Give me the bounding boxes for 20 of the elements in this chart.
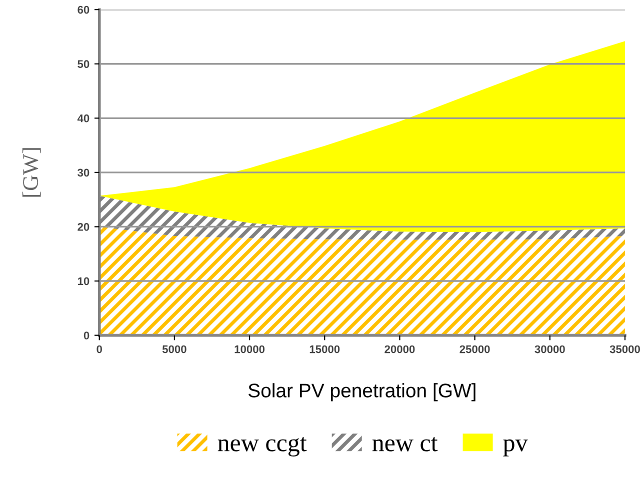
x-tick-label: 0 xyxy=(96,345,102,354)
x-tick-label: 10000 xyxy=(234,345,265,354)
y-tick-label: 10 xyxy=(78,277,90,286)
x-tick-label: 15000 xyxy=(310,345,340,354)
x-tick-label: 25000 xyxy=(460,345,490,354)
y-tick-label: 0 xyxy=(84,332,90,340)
y-tick-label: 30 xyxy=(78,168,90,177)
y-axis-title: [GW] xyxy=(22,148,41,197)
legend-label: pv xyxy=(503,439,528,456)
y-tick-label: 50 xyxy=(78,60,90,68)
x-tick-label: 5000 xyxy=(162,345,186,354)
x-axis-title: Solar PV penetration [GW] xyxy=(248,383,476,402)
legend-label: new ct xyxy=(372,437,438,452)
y-tick-label: 20 xyxy=(78,222,90,231)
x-tick-label: 30000 xyxy=(534,345,565,354)
x-tick-label: 20000 xyxy=(384,345,415,354)
y-tick-label: 40 xyxy=(77,114,90,122)
y-tick-label: 60 xyxy=(78,6,90,14)
legend-label: new ccgt xyxy=(218,437,307,456)
x-tick-label: 35000 xyxy=(610,345,640,354)
